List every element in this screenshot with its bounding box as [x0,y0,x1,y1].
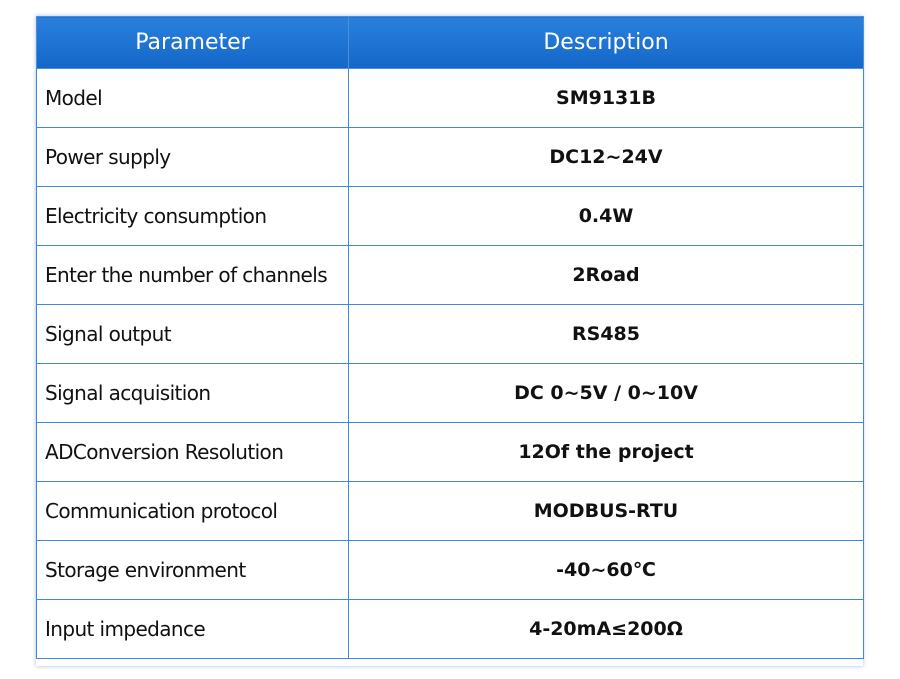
description-cell: 4-20mA≤200Ω [348,599,864,659]
description-cell: RS485 [348,304,864,364]
table-row: Storage environment -40~60℃ [36,540,864,600]
spec-table-frame: Parameter Description Model SM9131B Power … [36,16,864,666]
description-cell: 12Of the project [348,422,864,482]
parameter-cell: Input impedance [36,599,349,659]
table-row: Signal output RS485 [36,304,864,364]
header-cell: Description [348,16,864,69]
parameter-cell: ADConversion Resolution [36,422,349,482]
parameter-cell: Signal output [36,304,349,364]
parameter-cell: Model [36,68,349,128]
description-cell: SM9131B [348,68,864,128]
header-row: Parameter Description [36,16,864,69]
table-row: Model SM9131B [36,68,864,128]
description-cell: DC 0~5V / 0~10V [348,363,864,423]
parameter-cell: Signal acquisition [36,363,349,423]
description-cell: 2Road [348,245,864,305]
table-row: Signal acquisition DC 0~5V / 0~10V [36,363,864,423]
table-body: Model SM9131B Power supply DC12~24V Electric… [36,68,864,659]
table-row: Power supply DC12~24V [36,127,864,187]
description-cell: DC12~24V [348,127,864,187]
description-cell: 0.4W [348,186,864,246]
parameter-cell: Communication protocol [36,481,349,541]
table-row: Communication protocol MODBUS-RTU [36,481,864,541]
table-row: Electricity consumption 0.4W [36,186,864,246]
description-cell: MODBUS-RTU [348,481,864,541]
parameter-cell: Electricity consumption [36,186,349,246]
spec-table: Parameter Description Model SM9131B Power … [36,16,864,659]
table-row: Enter the number of channels 2Road [36,245,864,305]
table-header: Parameter Description [36,16,864,69]
parameter-cell: Storage environment [36,540,349,600]
parameter-cell: Power supply [36,127,349,187]
parameter-cell: Enter the number of channels [36,245,349,305]
description-cell: -40~60℃ [348,540,864,600]
table-row: Input impedance 4-20mA≤200Ω [36,599,864,659]
table-row: ADConversion Resolution 12Of the project [36,422,864,482]
header-cell: Parameter [36,16,349,69]
